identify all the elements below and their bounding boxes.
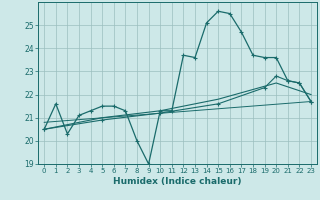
- X-axis label: Humidex (Indice chaleur): Humidex (Indice chaleur): [113, 177, 242, 186]
